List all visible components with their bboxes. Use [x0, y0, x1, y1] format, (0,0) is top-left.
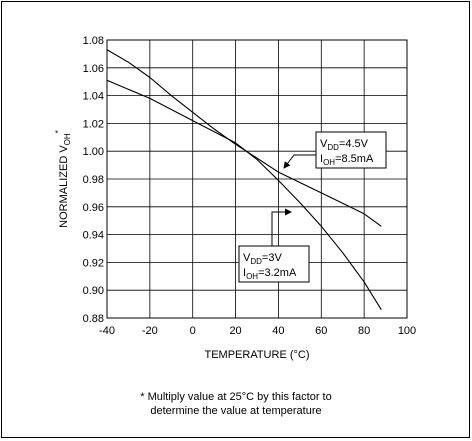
x-tick-label: -20: [142, 325, 158, 337]
x-tick-label: -40: [99, 325, 115, 337]
y-axis-label-sub: OH: [63, 133, 72, 145]
series-group: [107, 49, 382, 310]
annotation-arrow: [283, 154, 316, 169]
annotation-arrow: [271, 208, 292, 246]
y-tick-label: 1.02: [83, 118, 104, 130]
annotation-line: VDD=3V: [243, 252, 282, 266]
annotation-box: [238, 245, 310, 283]
footnote-line-1: * Multiply value at 25°C by this factor …: [140, 391, 332, 403]
y-tick-label: 0.88: [83, 313, 104, 325]
annotation-line: IOH=8.5mA: [320, 153, 374, 167]
x-tick-label: 60: [315, 325, 327, 337]
x-tick-label: 0: [190, 325, 196, 337]
x-axis-label: TEMPERATURE (°C): [204, 349, 309, 361]
annotation-line: VDD=4.5V: [320, 138, 369, 152]
x-tick-label: 40: [272, 325, 284, 337]
y-tick-label: 1.06: [83, 63, 104, 75]
y-tick-label: 0.98: [83, 174, 104, 186]
y-tick-label: 0.92: [83, 257, 104, 269]
y-axis-label-sup: *: [54, 130, 63, 133]
x-tick-label: 100: [398, 325, 416, 337]
x-tick-label: 20: [229, 325, 241, 337]
x-tick-label: 80: [358, 325, 370, 337]
footnote: * Multiply value at 25°C by this factor …: [0, 390, 472, 418]
tick-labels: -40 -20 0 20 40 60 80 100 0.88 0.90 0.92 0.94 0.96 0.…: [83, 35, 417, 337]
y-axis-label-main: NORMALIZED V: [58, 145, 70, 228]
y-tick-label: 0.96: [83, 202, 104, 214]
footnote-line-2: determine the value at temperature: [150, 405, 322, 417]
y-tick-label: 1.04: [83, 91, 104, 103]
y-tick-label: 1.00: [83, 146, 104, 158]
y-axis-label: NORMALIZED VOH*: [54, 130, 72, 228]
plot-area-border: [106, 39, 408, 319]
y-tick-label: 0.94: [83, 230, 104, 242]
series-line-vdd-3v: [107, 49, 382, 310]
annotation-line: IOH=3.2mA: [243, 267, 297, 281]
annotation-box: [315, 131, 387, 169]
y-tick-label: 0.90: [83, 285, 104, 297]
y-tick-label: 1.08: [83, 35, 104, 47]
